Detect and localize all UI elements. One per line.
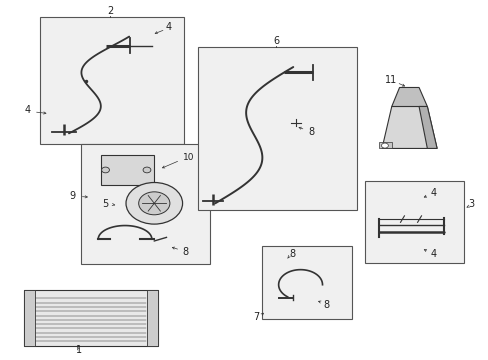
- Text: 1: 1: [76, 345, 81, 355]
- Text: 11: 11: [384, 75, 396, 85]
- Text: 8: 8: [182, 247, 188, 257]
- Circle shape: [381, 143, 387, 148]
- Text: 10: 10: [183, 153, 194, 162]
- Polygon shape: [381, 107, 436, 148]
- Polygon shape: [418, 107, 436, 148]
- Circle shape: [102, 167, 109, 173]
- Text: 4: 4: [430, 188, 436, 198]
- Bar: [40, 17, 183, 144]
- Bar: [101, 155, 154, 185]
- Text: 3: 3: [467, 199, 473, 210]
- Text: 8: 8: [323, 300, 329, 310]
- Text: 5: 5: [102, 199, 108, 210]
- Text: 4: 4: [165, 22, 172, 32]
- Text: 8: 8: [308, 127, 314, 136]
- Polygon shape: [378, 142, 391, 148]
- Circle shape: [143, 167, 151, 173]
- Circle shape: [139, 192, 169, 215]
- Polygon shape: [391, 87, 427, 107]
- Text: 2: 2: [107, 6, 113, 16]
- Bar: [24, 290, 35, 346]
- Bar: [198, 47, 356, 211]
- Circle shape: [126, 183, 182, 224]
- Text: 8: 8: [288, 248, 295, 258]
- Bar: [81, 144, 210, 264]
- Text: 9: 9: [70, 191, 76, 201]
- Text: 6: 6: [273, 36, 279, 46]
- Text: 7: 7: [252, 312, 259, 322]
- Bar: [261, 246, 351, 319]
- Bar: [365, 181, 463, 263]
- Text: 4: 4: [430, 248, 436, 258]
- Bar: [147, 290, 158, 346]
- Text: 4: 4: [24, 105, 31, 115]
- Bar: [24, 290, 158, 346]
